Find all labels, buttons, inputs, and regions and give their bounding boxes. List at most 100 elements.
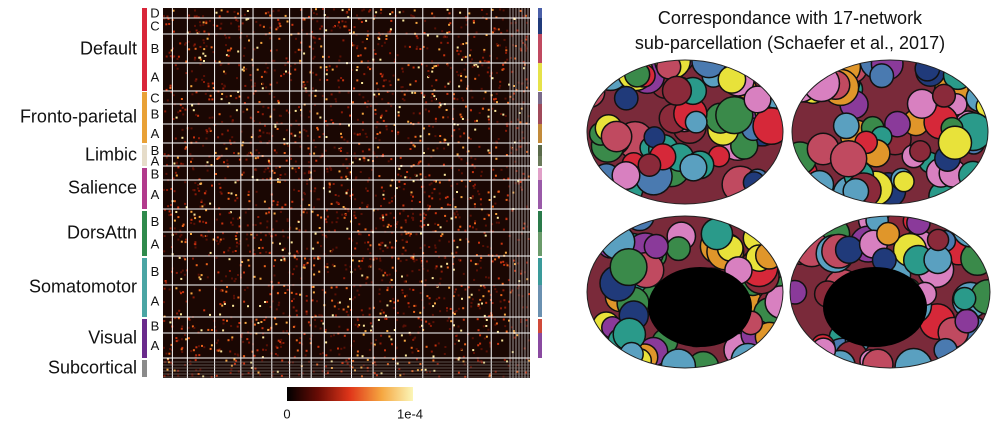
matrix-cell [340, 176, 343, 179]
matrix-cell [522, 137, 525, 140]
matrix-cell [419, 135, 422, 138]
matrix-cell [437, 223, 440, 226]
matrix-cell [395, 355, 398, 358]
matrix-cell [505, 218, 508, 221]
matrix-cell [448, 240, 450, 243]
matrix-cell [205, 238, 208, 241]
matrix-cell [393, 61, 396, 64]
matrix-cell [274, 125, 277, 128]
matrix-cell [259, 231, 262, 234]
matrix-cell [184, 140, 187, 143]
matrix-cell [526, 278, 529, 281]
matrix-cell [477, 303, 480, 306]
matrix-cell [407, 302, 410, 305]
matrix-cell [393, 301, 396, 304]
matrix-cell [504, 97, 507, 100]
matrix-cell [360, 60, 363, 63]
matrix-cell [328, 230, 331, 233]
matrix-cell [214, 287, 217, 290]
matrix-cell [267, 158, 270, 161]
matrix-cell [313, 169, 316, 172]
matrix-cell [244, 84, 247, 87]
matrix-cell [370, 331, 373, 334]
matrix-cell [229, 211, 232, 214]
matrix-cell [351, 366, 354, 369]
matrix-cell [419, 173, 422, 176]
matrix-cell [163, 301, 165, 304]
matrix-cell [229, 139, 232, 142]
matrix-cell [232, 217, 235, 220]
matrix-cell [412, 112, 415, 115]
matrix-cell [356, 317, 359, 320]
matrix-cell [446, 116, 449, 119]
matrix-cell [398, 180, 401, 183]
matrix-cell [438, 102, 441, 105]
matrix-cell [422, 217, 425, 220]
matrix-cell [455, 335, 458, 337]
matrix-cell [205, 209, 208, 212]
matrix-cell [308, 165, 311, 168]
matrix-cell [278, 165, 281, 168]
matrix-cell [389, 225, 392, 228]
matrix-cell [344, 264, 347, 267]
matrix-cell [356, 66, 359, 69]
matrix-cell [289, 72, 292, 75]
matrix-cell [321, 153, 324, 156]
matrix-cell [245, 68, 248, 71]
matrix-cell [448, 23, 451, 26]
matrix-cell [283, 73, 285, 76]
matrix-cell [172, 94, 175, 97]
matrix-cell [192, 109, 195, 112]
matrix-cell [425, 371, 428, 374]
matrix-cell [276, 354, 279, 357]
brain [587, 60, 783, 204]
matrix-cell [236, 241, 238, 244]
matrix-cell [381, 214, 384, 217]
matrix-cell [526, 306, 529, 309]
matrix-cell [474, 263, 477, 266]
matrix-cell [185, 206, 188, 209]
matrix-cell [306, 80, 309, 83]
matrix-cell [322, 133, 325, 135]
matrix-cell [494, 323, 497, 326]
matrix-cell [464, 75, 467, 78]
matrix-cell [200, 234, 203, 237]
matrix-cell [378, 175, 381, 178]
matrix-cell [452, 325, 455, 328]
matrix-cell [187, 337, 190, 340]
matrix-cell [174, 317, 177, 320]
matrix-cell [194, 355, 197, 358]
matrix-cell [242, 110, 245, 113]
matrix-cell [324, 149, 327, 152]
matrix-cell [181, 325, 184, 328]
matrix-cell [466, 87, 469, 90]
matrix-cell [443, 140, 446, 143]
matrix-cell [255, 149, 258, 152]
matrix-cell [362, 313, 365, 316]
matrix-cell [275, 28, 278, 31]
matrix-cell [280, 74, 283, 77]
matrix-cell [524, 371, 527, 374]
parcel [741, 60, 768, 78]
matrix-cell [326, 124, 329, 127]
matrix-cell [208, 98, 211, 101]
matrix-cell [375, 82, 378, 85]
matrix-cell [491, 77, 494, 80]
matrix-cell [418, 201, 421, 203]
matrix-cell [500, 168, 503, 171]
matrix-cell [250, 233, 253, 236]
matrix-cell [251, 58, 254, 61]
matrix-cell [434, 344, 437, 347]
matrix-cell [506, 264, 509, 267]
matrix-cell [334, 293, 337, 296]
matrix-cell [233, 10, 236, 13]
matrix-cell [524, 49, 527, 52]
matrix-cell [379, 342, 382, 345]
matrix-cell [469, 138, 472, 140]
matrix-cell [474, 128, 477, 131]
subnetwork-label: A [151, 293, 160, 308]
matrix-cell [491, 316, 494, 319]
matrix-cell [166, 368, 169, 371]
matrix-cell [243, 66, 245, 69]
matrix-cell [338, 325, 341, 328]
